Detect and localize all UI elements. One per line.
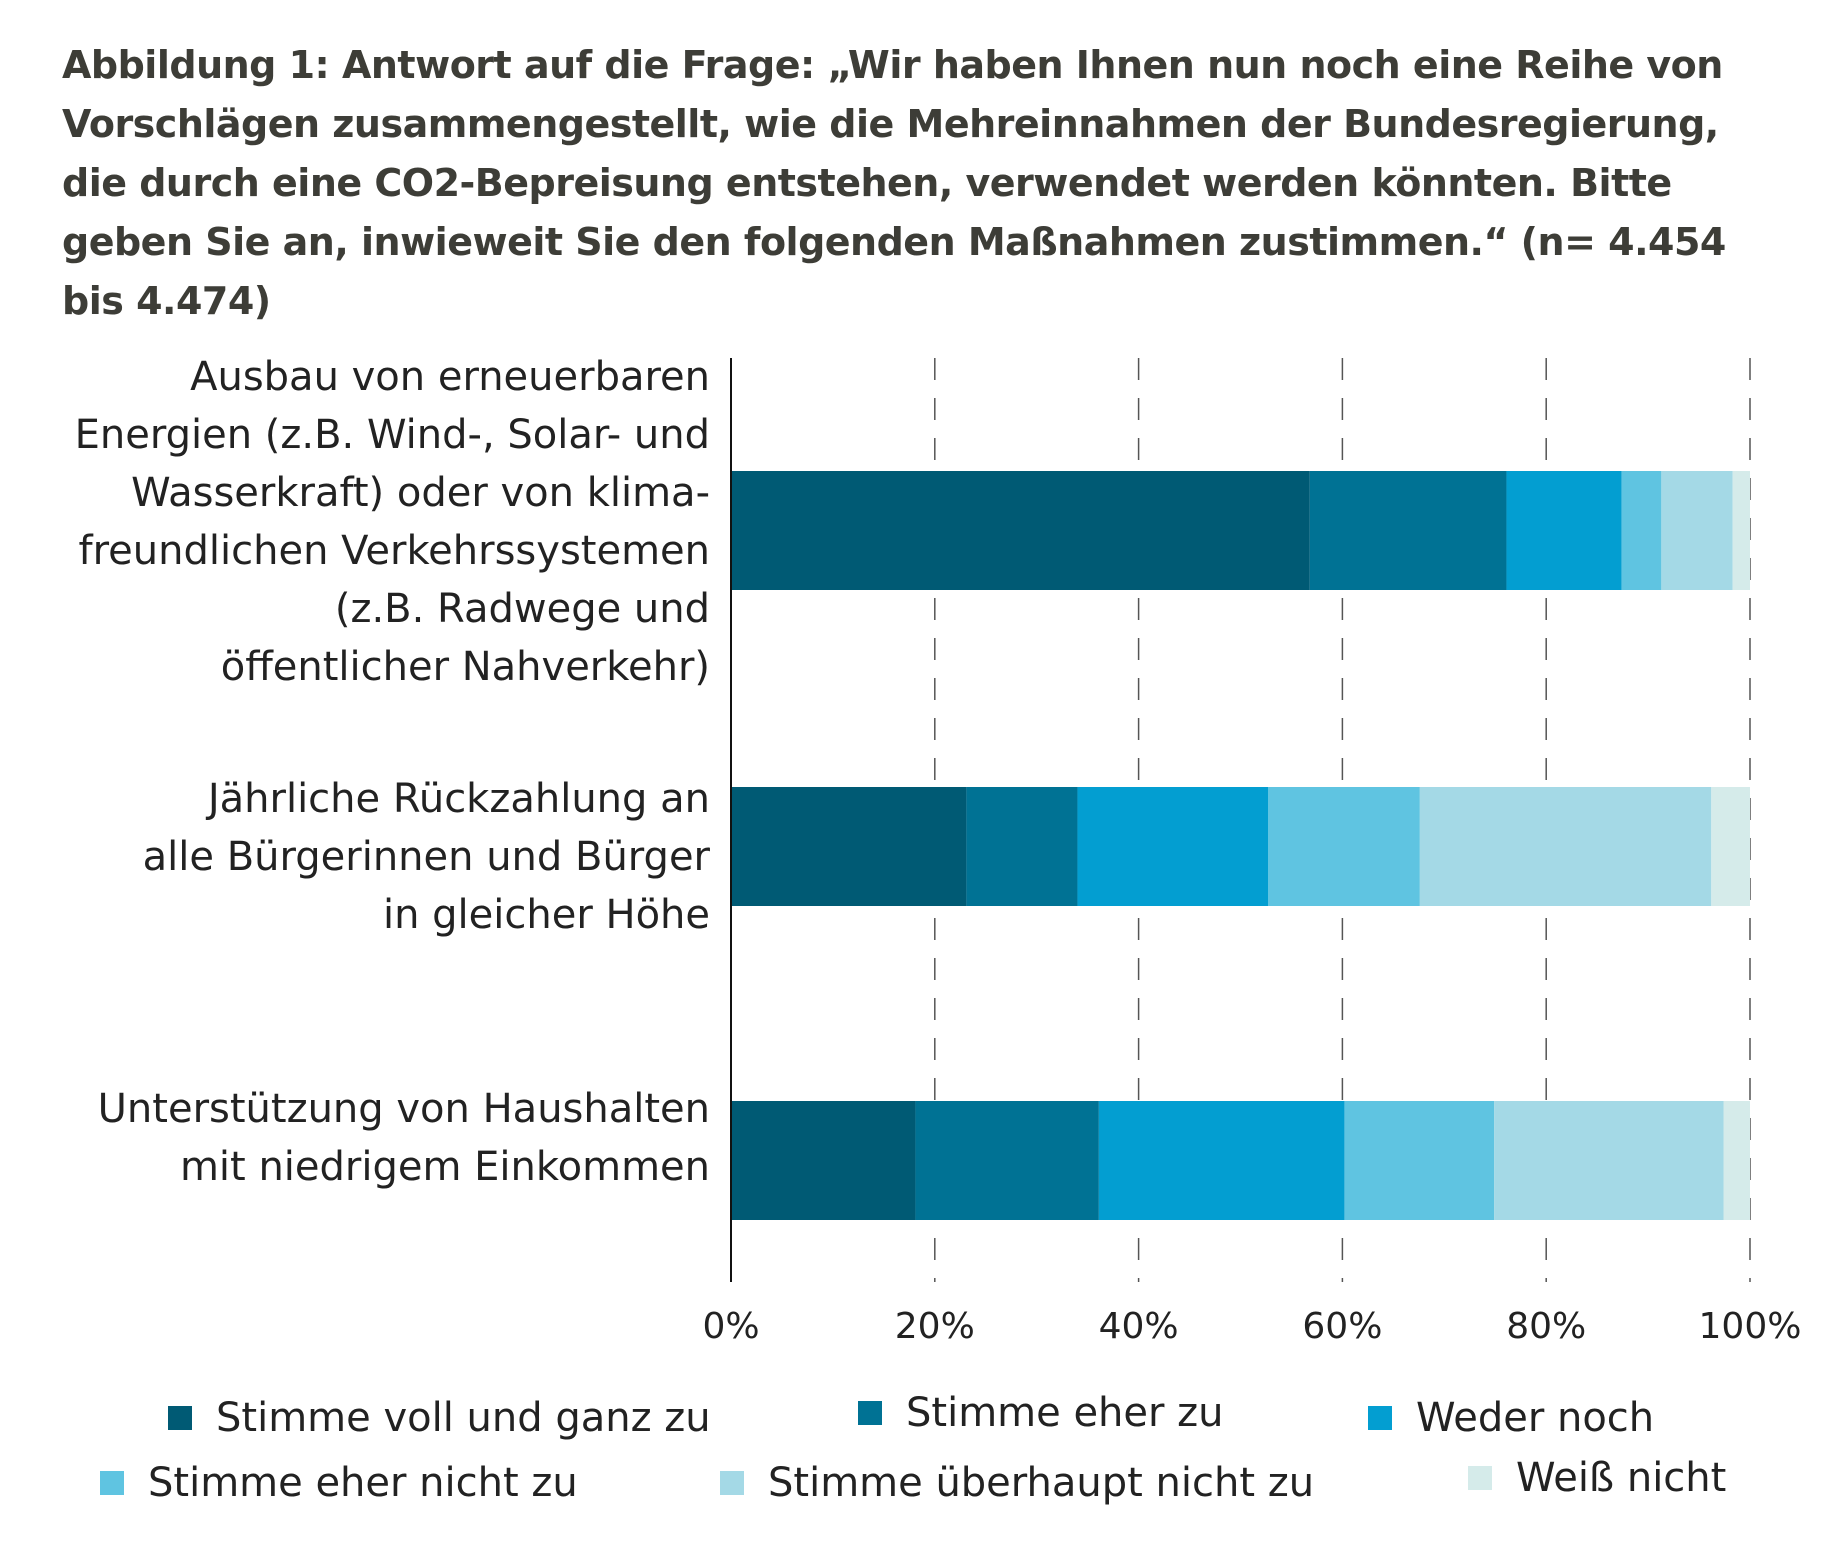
figure-title: Abbildung 1: Antwort auf die Frage: „Wir… <box>62 43 1726 323</box>
legend-item: Weder noch <box>1368 1395 1654 1441</box>
bar-segment <box>1621 471 1662 590</box>
legend-label: Stimme eher zu <box>906 1390 1224 1436</box>
category-label: Jährliche Rückzahlung an alle Bürgerinnen… <box>143 770 710 944</box>
bar-segment <box>1098 1101 1345 1220</box>
bar-segment <box>1506 471 1622 590</box>
bar-segment <box>1661 471 1733 590</box>
bar-segment <box>1268 787 1420 906</box>
legend-label: Weiß nicht <box>1516 1455 1727 1501</box>
legend-swatch <box>100 1471 124 1495</box>
category-label-line: Jährliche Rückzahlung an <box>207 776 710 822</box>
x-tick-label: 80% <box>1506 1306 1586 1347</box>
legend-item: Stimme überhaupt nicht zu <box>720 1460 1314 1506</box>
category-label-line: mit niedrigem Einkommen <box>179 1144 710 1190</box>
bar-segment <box>1723 1101 1750 1220</box>
category-label-line: öffentlicher Nahverkehr) <box>220 644 710 690</box>
legend-item: Stimme eher nicht zu <box>100 1460 578 1506</box>
bar-segment <box>731 1101 916 1220</box>
bar-segment <box>1344 1101 1495 1220</box>
bar-segment <box>731 787 967 906</box>
x-tick-label: 0% <box>702 1306 759 1347</box>
legend-swatch <box>720 1471 744 1495</box>
category-label-line: Unterstützung von Haushalten <box>97 1086 710 1132</box>
legend-label: Stimme voll und ganz zu <box>216 1395 711 1441</box>
legend-item: Stimme voll und ganz zu <box>168 1395 711 1441</box>
bar-segment <box>966 787 1078 906</box>
bar-segment <box>1732 471 1750 590</box>
bar-segment <box>1077 787 1269 906</box>
x-tick-label: 60% <box>1302 1306 1382 1347</box>
bar-segment <box>1309 471 1507 590</box>
bar-segment <box>915 1101 1099 1220</box>
category-label-line: in gleicher Höhe <box>382 892 710 938</box>
category-label-line: Ausbau von erneuerbaren <box>190 354 710 400</box>
category-label-line: alle Bürgerinnen und Bürger <box>142 834 710 880</box>
category-label-line: (z.B. Radwege und <box>334 586 710 632</box>
legend-swatch <box>168 1406 192 1430</box>
legend-label: Weder noch <box>1416 1395 1655 1441</box>
bar-segment <box>1711 787 1750 906</box>
category-label-line: Wasserkraft) oder von klima- <box>131 470 710 516</box>
x-tick-label: 100% <box>1699 1306 1802 1347</box>
legend-item: Stimme eher zu <box>858 1390 1224 1436</box>
x-tick-label: 40% <box>1099 1306 1179 1347</box>
category-label-line: Energien (z.B. Wind-, Solar- und <box>74 412 710 458</box>
bar-segment <box>1494 1101 1724 1220</box>
category-label: Unterstützung von Haushalten mit niedrige… <box>98 1080 710 1196</box>
bar-segment <box>1419 787 1712 906</box>
legend-swatch <box>858 1401 882 1425</box>
legend-item: Weiß nicht <box>1468 1455 1726 1501</box>
legend-label: Stimme überhaupt nicht zu <box>768 1460 1315 1506</box>
bar-segment <box>731 471 1310 590</box>
category-label-line: freundlichen Verkehrssystemen <box>78 528 710 574</box>
legend-swatch <box>1468 1466 1492 1490</box>
legend-swatch <box>1368 1406 1392 1430</box>
category-label: Ausbau von erneuerbaren Energien (z.B. Wi… <box>75 348 710 696</box>
legend-label: Stimme eher nicht zu <box>148 1460 578 1506</box>
x-tick-label: 20% <box>895 1306 975 1347</box>
